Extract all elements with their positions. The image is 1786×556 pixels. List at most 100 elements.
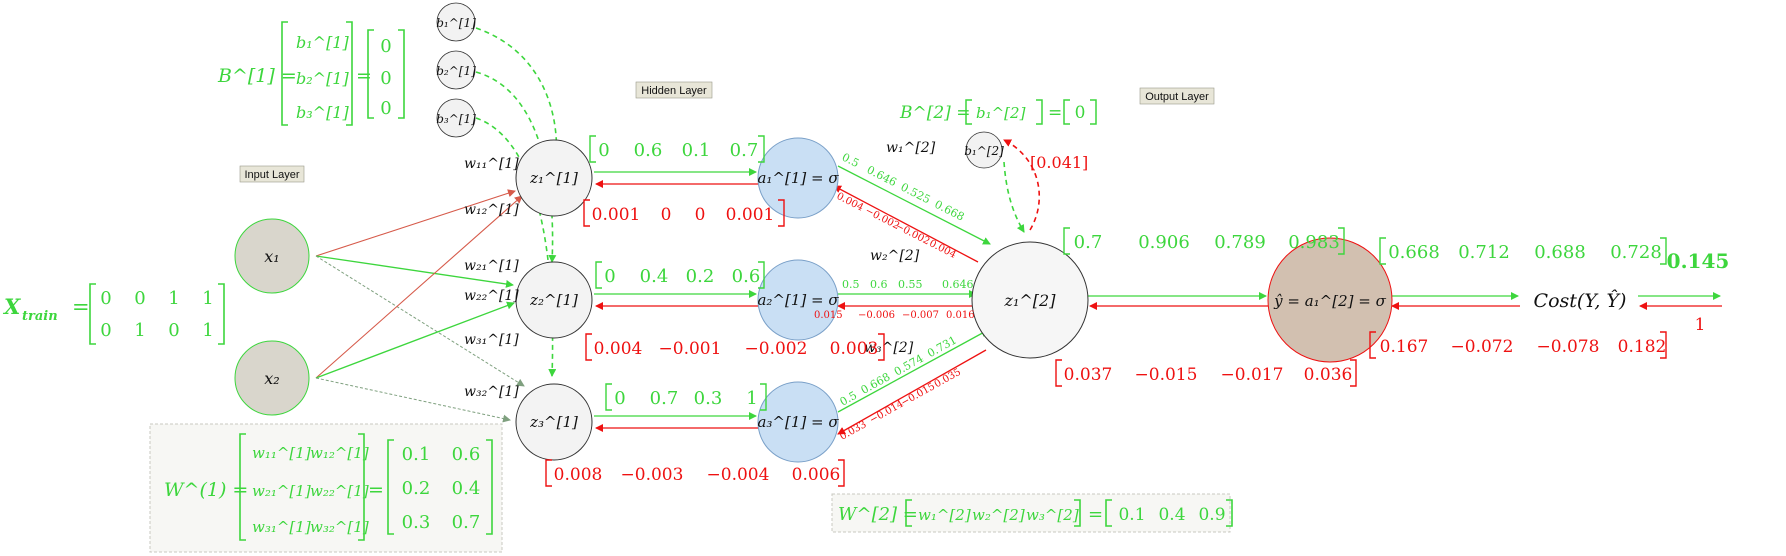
svg-text:w₂^[2]: w₂^[2] <box>972 506 1025 524</box>
svg-text:z₁^[1]: z₁^[1] <box>529 169 578 187</box>
b1-value-2: 0 <box>380 68 391 89</box>
bias-b11-arrow <box>475 27 561 161</box>
x-train-matrix: X train = 0 0 1 1 0 1 0 1 <box>2 283 225 345</box>
node-z11 <box>515 139 593 217</box>
svg-text:0.731: 0.731 <box>925 333 959 360</box>
input-nodes: x₁ x₂ <box>234 218 310 416</box>
svg-text:a₂^[1] = σ: a₂^[1] = σ <box>757 291 839 309</box>
node-z2 <box>971 241 1089 359</box>
cost-value: 0.145 <box>1667 249 1730 273</box>
svg-text:0.5: 0.5 <box>838 389 860 409</box>
a2-out-values: 0.5 0.6 0.55 0.646 <box>842 278 974 291</box>
svg-text:0: 0 <box>604 266 615 287</box>
svg-text:0.004: 0.004 <box>594 339 643 359</box>
svg-text:0.2: 0.2 <box>402 478 431 499</box>
svg-text:b₂^[1]: b₂^[1] <box>436 64 476 78</box>
w31-label: w₃₁^[1] <box>464 332 519 348</box>
svg-text:=: = <box>368 479 384 501</box>
svg-text:0: 0 <box>100 320 111 341</box>
input-layer-label: Input Layer <box>239 165 305 183</box>
svg-text:x₁: x₁ <box>264 247 279 266</box>
svg-text:−0.001: −0.001 <box>659 339 722 359</box>
node-b13 <box>436 98 476 138</box>
svg-text:0.646: 0.646 <box>942 278 974 291</box>
svg-text:w₁^[2]: w₁^[2] <box>918 506 971 524</box>
edge-x1-z3 <box>315 255 525 387</box>
svg-text:b₁^[2]: b₁^[2] <box>976 104 1026 122</box>
svg-text:0: 0 <box>1075 103 1086 123</box>
w1-matrix: W^(1) = w₁₁^[1] w₁₂^[1] w₂₁^[1] w₂₂^[1] … <box>149 423 503 553</box>
svg-text:0.4: 0.4 <box>1158 505 1185 525</box>
svg-text:0.001: 0.001 <box>592 205 641 225</box>
svg-text:0.004: 0.004 <box>927 238 958 261</box>
svg-text:w₃^[2]: w₃^[2] <box>1026 506 1079 524</box>
svg-text:b₁^[1]: b₁^[1] <box>436 16 476 30</box>
v2-label: w₂^[2] <box>870 248 920 264</box>
svg-text:z₃^[1]: z₃^[1] <box>529 413 578 431</box>
svg-text:w₂₂^[1]: w₂₂^[1] <box>310 482 369 500</box>
svg-text:0.668: 0.668 <box>859 370 893 397</box>
svg-text:1: 1 <box>168 288 179 309</box>
weight-labels-layer1: w₁₁^[1] w₁₂^[1] w₂₁^[1] w₂₂^[1] w₃₁^[1] … <box>464 156 519 400</box>
svg-text:0.6: 0.6 <box>452 444 481 465</box>
svg-text:−0.017: −0.017 <box>1221 365 1284 385</box>
b1-symbol-2: b₂^[1] <box>296 69 349 88</box>
svg-text:0.789: 0.789 <box>1214 232 1266 253</box>
b1-value-1: 0 <box>380 36 391 57</box>
edge-x2-z3 <box>315 377 511 423</box>
w12-label: w₁₂^[1] <box>464 202 519 218</box>
svg-text:−0.015: −0.015 <box>899 381 937 409</box>
node-x1 <box>234 218 310 294</box>
svg-text:0.015: 0.015 <box>814 310 843 321</box>
node-a13 <box>757 381 839 463</box>
edge-x1-z1 <box>315 189 516 257</box>
svg-text:0.55: 0.55 <box>898 278 923 291</box>
b2-grad: [0.041] <box>1030 153 1088 172</box>
edge-x2-z2 <box>315 301 515 379</box>
edge-x1-z2 <box>315 255 514 288</box>
svg-text:Input Layer: Input Layer <box>244 169 299 181</box>
svg-text:0.6: 0.6 <box>870 278 888 291</box>
svg-text:w₁₂^[1]: w₁₂^[1] <box>310 444 369 462</box>
svg-text:−0.002: −0.002 <box>893 221 931 248</box>
node-b11 <box>436 2 476 42</box>
node-b12 <box>436 50 476 90</box>
svg-text:0.712: 0.712 <box>1458 242 1510 263</box>
svg-text:0.983: 0.983 <box>1288 232 1340 253</box>
svg-text:0.008: 0.008 <box>554 465 603 485</box>
b2-matrix: B^[2] = b₁^[2] = 0 <box>899 99 1097 125</box>
z3-forward: 0 0.7 0.3 1 <box>605 383 767 411</box>
z2-forward: 0 0.4 0.2 0.6 <box>595 261 765 289</box>
svg-text:0.5: 0.5 <box>840 151 861 171</box>
svg-text:0.668: 0.668 <box>932 198 966 224</box>
svg-text:z₂^[1]: z₂^[1] <box>529 291 578 309</box>
svg-text:0.525: 0.525 <box>899 181 933 207</box>
svg-text:0.006: 0.006 <box>792 465 841 485</box>
v1-label: w₁^[2] <box>886 140 936 156</box>
svg-text:ŷ = a₁^[2] = σ: ŷ = a₁^[2] = σ <box>1273 292 1386 310</box>
w21-label: w₂₁^[1] <box>464 258 519 274</box>
v3-label: w₃^[2] <box>864 340 914 356</box>
node-yhat <box>1267 237 1393 363</box>
svg-text:0.1: 0.1 <box>402 444 431 465</box>
bias2-arrows <box>1003 139 1041 233</box>
b1-value-3: 0 <box>380 98 391 119</box>
svg-text:−0.072: −0.072 <box>1451 337 1514 357</box>
b1-matrix: B^[1] = b₁^[1] b₂^[1] b₃^[1] = 0 0 0 <box>217 21 405 126</box>
svg-text:0.4: 0.4 <box>452 478 481 499</box>
svg-text:0: 0 <box>695 205 706 225</box>
svg-text:Hidden Layer: Hidden Layer <box>641 85 707 97</box>
svg-text:0.6: 0.6 <box>732 266 761 287</box>
z2-grad: 0.004 −0.001 −0.002 0.003 <box>585 333 885 361</box>
input-hidden-edges <box>315 189 525 423</box>
svg-text:Output Layer: Output Layer <box>1145 91 1209 103</box>
hidden-output-edges <box>833 165 991 435</box>
svg-text:−0.002: −0.002 <box>745 339 808 359</box>
x-train-label: X <box>2 294 21 319</box>
yhat-forward: 0.668 0.712 0.688 0.728 <box>1379 237 1667 265</box>
svg-text:0.4: 0.4 <box>640 266 669 287</box>
svg-text:0.3: 0.3 <box>694 388 723 409</box>
svg-text:0.906: 0.906 <box>1138 232 1190 253</box>
hidden-a-nodes: a₁^[1] = σ a₂^[1] = σ a₃^[1] = σ <box>757 137 839 463</box>
